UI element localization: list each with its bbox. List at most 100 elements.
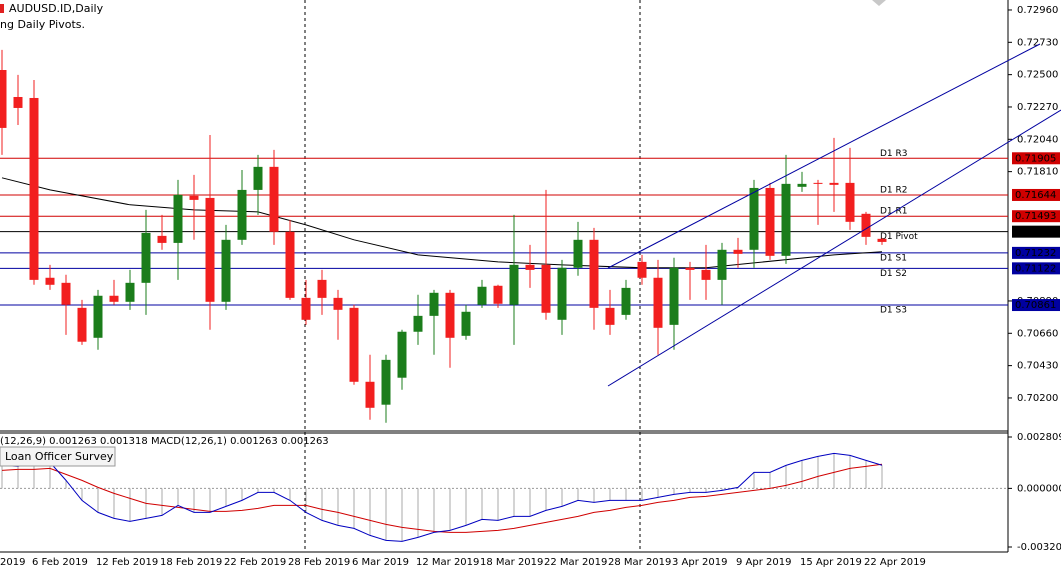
- price-label: 0.71232: [1015, 248, 1056, 259]
- x-tick-label: 22 Mar 2019: [544, 557, 607, 568]
- candle-body: [877, 238, 887, 242]
- y-tick-label: 0.002809: [1017, 432, 1061, 443]
- candle-body: [317, 279, 327, 298]
- y-tick-label: 0.72960: [1017, 5, 1058, 16]
- candle-body: [237, 189, 247, 240]
- candle-body: [109, 295, 119, 302]
- x-tick-label: 12 Feb 2019: [96, 557, 158, 568]
- price-label-bg: [1012, 246, 1060, 259]
- candle-body: [61, 282, 71, 305]
- candle-body: [717, 249, 727, 280]
- candle-body: [557, 267, 567, 320]
- candle-body: [45, 277, 55, 285]
- pivot-name: D1 S1: [880, 253, 907, 263]
- candle-body: [157, 235, 167, 243]
- candle-body: [845, 182, 855, 222]
- candle-body: [653, 277, 663, 328]
- y-tick-label: 0.000000: [1017, 483, 1061, 494]
- candle-body: [221, 239, 231, 302]
- x-tick-label: 18 Mar 2019: [480, 557, 543, 568]
- price-label: 0.71644: [1015, 190, 1056, 201]
- candle-body: [189, 195, 199, 200]
- candle-body: [461, 311, 471, 336]
- candle-body: [573, 239, 583, 268]
- candle-body: [173, 194, 183, 243]
- price-label-bg: [1012, 262, 1060, 275]
- candle-body: [0, 70, 7, 128]
- price-label: 0.70861: [1015, 300, 1056, 311]
- candle-body: [669, 267, 679, 325]
- candle-body: [77, 307, 87, 342]
- y-tick-label: 0.70660: [1017, 328, 1058, 339]
- candle-body: [829, 182, 839, 185]
- candle-body: [781, 183, 791, 256]
- trend-line: [607, 109, 1061, 387]
- candle-body: [813, 182, 823, 184]
- scroll-marker: [872, 0, 886, 6]
- candle-body: [589, 239, 599, 308]
- macd-panel: 0.002809 0.000000 -0.003205: [0, 432, 1061, 553]
- y-tick-label: 0.72040: [1017, 134, 1058, 145]
- x-tick-label: 9 Apr 2019: [736, 557, 791, 568]
- price-label: 0.71383: [1015, 227, 1056, 238]
- y-tick-label: 0.71810: [1017, 167, 1058, 178]
- x-tick-label: 6 Feb 2019: [32, 557, 88, 568]
- x-tick-label: 28 Feb 2019: [288, 557, 350, 568]
- candle-body: [429, 292, 439, 316]
- pivot-name: D1 R2: [880, 185, 908, 195]
- candle-body: [93, 295, 103, 338]
- price-label: 0.71493: [1015, 211, 1056, 222]
- candle-body: [765, 187, 775, 256]
- candle-body: [301, 297, 311, 320]
- candle-body: [365, 381, 375, 408]
- pivot-name: D1 S2: [880, 269, 907, 279]
- candle-body: [349, 307, 359, 382]
- x-tick-label: 18 Feb 2019: [160, 557, 222, 568]
- x-tick-label: 2019: [0, 557, 25, 568]
- candle-body: [269, 166, 279, 232]
- candle-body: [733, 249, 743, 254]
- indicator-name: ng Daily Pivots.: [0, 18, 85, 31]
- y-tick-label: 0.70200: [1017, 393, 1058, 404]
- candle-body: [685, 267, 695, 270]
- candle-body: [861, 213, 871, 237]
- x-tick-label: 12 Mar 2019: [416, 557, 479, 568]
- candle-body: [413, 315, 423, 332]
- candle-body: [397, 331, 407, 378]
- candle-body: [605, 307, 615, 325]
- price-label-bg: [1012, 210, 1060, 223]
- candle-body: [333, 297, 343, 310]
- y-tick-label: 0.72500: [1017, 70, 1058, 81]
- x-tick-label: 3 Apr 2019: [672, 557, 727, 568]
- x-tick-label: 22 Apr 2019: [864, 557, 926, 568]
- trend-line: [607, 43, 1041, 269]
- candle-body: [541, 264, 551, 313]
- y-tick-label: -0.003205: [1017, 542, 1061, 553]
- y-tick-label: 0.70430: [1017, 361, 1058, 372]
- price-label-bg: [1012, 188, 1060, 201]
- candle-body: [637, 261, 647, 278]
- macd-line: [1, 452, 883, 542]
- candle-body: [797, 183, 807, 187]
- candle-body: [509, 264, 519, 305]
- candle-body: [493, 285, 503, 304]
- chart-title: AUDUSD.ID,Daily: [9, 2, 104, 15]
- y-tick-label: 0.72270: [1017, 102, 1058, 113]
- tooltip: [0, 446, 116, 467]
- candle-body: [29, 97, 39, 280]
- trend-lines: [607, 43, 1061, 387]
- x-tick-label: 15 Apr 2019: [800, 557, 862, 568]
- pivot-name: D1 R3: [880, 149, 908, 159]
- candle-body: [477, 286, 487, 305]
- candle-body: [253, 166, 263, 190]
- x-tick-label: 22 Feb 2019: [224, 557, 286, 568]
- candle-body: [749, 187, 759, 250]
- x-tick-label: 6 Mar 2019: [352, 557, 409, 568]
- candle-body: [445, 292, 455, 338]
- candle-body: [381, 359, 391, 405]
- candle-body: [525, 264, 535, 270]
- candle-body: [205, 197, 215, 302]
- price-label: 0.71122: [1015, 263, 1056, 274]
- price-panel: 0.72960 0.72730 0.72500 0.72270 0.72040 0.718…: [0, 5, 1060, 423]
